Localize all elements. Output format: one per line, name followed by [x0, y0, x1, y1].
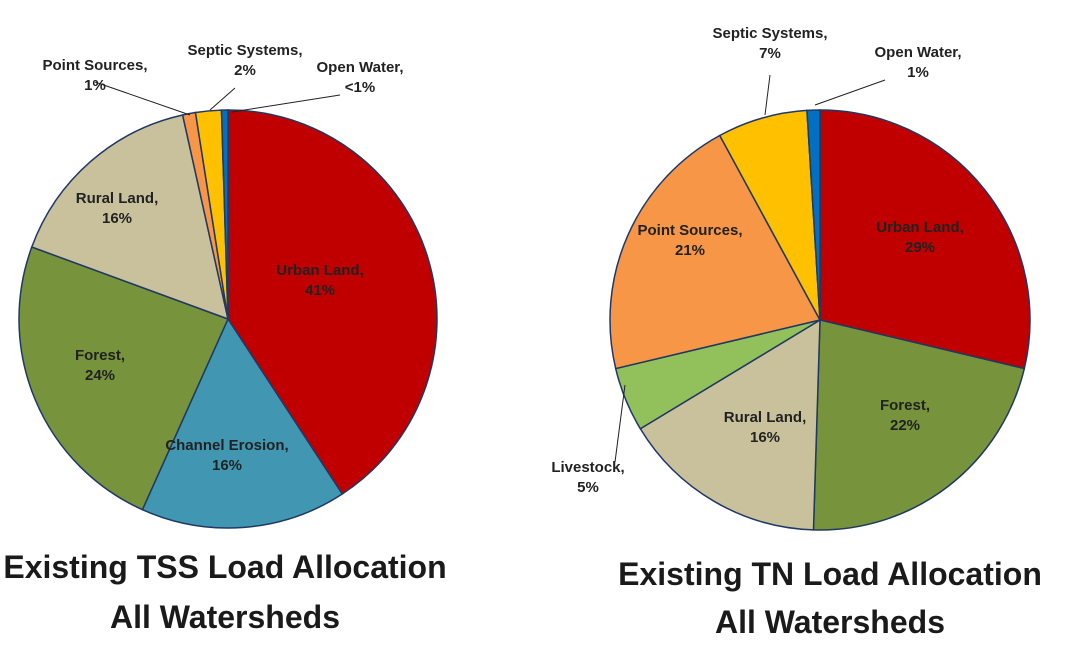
separator: , — [738, 222, 742, 239]
separator: , — [926, 397, 930, 414]
pie-slice — [812, 319, 1026, 531]
separator: , — [399, 59, 403, 76]
slice-category: Septic Systems — [187, 42, 298, 59]
slice-category: Forest — [75, 347, 121, 364]
pie-slice — [819, 109, 1031, 370]
slice-value: 1% — [907, 64, 929, 81]
separator: , — [121, 347, 125, 364]
slice-category: Point Sources — [637, 222, 738, 239]
slice-label: Forest, 22% — [880, 397, 930, 434]
slice-category: Open Water — [317, 59, 401, 76]
slice-category: Rural Land — [76, 190, 154, 207]
slice-category: Open Water — [875, 44, 959, 61]
chart-title: All Watersheds — [110, 599, 340, 635]
slice-value: 2% — [234, 62, 256, 79]
separator: , — [823, 25, 827, 42]
slice-value: 1% — [84, 77, 106, 94]
slice-value: 16% — [102, 210, 132, 227]
pie-slice — [639, 318, 821, 531]
slice-label: Point Sources, 1% — [42, 57, 147, 94]
slice-label: Open Water, 1% — [875, 44, 962, 81]
separator: , — [621, 459, 625, 476]
slice-value: 41% — [305, 282, 335, 299]
slice-label: Septic Systems, 2% — [187, 42, 302, 79]
pie-slice — [18, 246, 230, 511]
slice-category: Septic Systems — [712, 25, 823, 42]
slice-value: <1% — [345, 79, 375, 96]
pie-slice — [806, 109, 821, 321]
slice-label: Channel Erosion, 16% — [165, 437, 288, 474]
chart-title: Existing TN Load Allocation — [618, 556, 1042, 592]
pie-chart: Urban Land, 41% Channel Erosion, 16% Forest,… — [18, 42, 438, 529]
slice-value: 5% — [577, 479, 599, 496]
slice-label: Open Water, <1% — [317, 59, 404, 96]
pie-chart: Urban Land, 29% Forest, 22% Rural Land, 16% Li… — [551, 25, 1031, 531]
slice-value: 29% — [905, 239, 935, 256]
leader-line — [231, 94, 341, 113]
leader-line — [814, 79, 886, 106]
slice-label: Septic Systems, 7% — [712, 25, 827, 62]
slice-label: Forest, 24% — [75, 347, 125, 384]
separator: , — [960, 219, 964, 236]
slice-label: Urban Land, 41% — [276, 262, 364, 299]
pie-slice — [220, 109, 229, 320]
slice-category: Channel Erosion — [165, 437, 284, 454]
slice-label: Point Sources, 21% — [637, 222, 742, 259]
separator: , — [154, 190, 158, 207]
leader-line — [94, 81, 191, 116]
pie-slice — [609, 134, 822, 370]
slice-value: 16% — [212, 457, 242, 474]
slice-category: Livestock — [551, 459, 621, 476]
slice-label: Urban Land, 29% — [876, 219, 964, 256]
slice-category: Point Sources — [42, 57, 143, 74]
slice-category: Urban Land — [276, 262, 359, 279]
leader-line — [614, 384, 626, 463]
separator: , — [285, 437, 289, 454]
chart-title: Existing TSS Load Allocation — [3, 549, 446, 585]
slice-label: Rural Land, 16% — [76, 190, 159, 227]
pie-slice — [30, 114, 230, 321]
slice-category: Forest — [880, 397, 926, 414]
slice-value: 21% — [675, 242, 705, 259]
separator: , — [957, 44, 961, 61]
slice-label: Livestock, 5% — [551, 459, 624, 496]
slice-category: Urban Land — [876, 219, 959, 236]
slice-value: 7% — [759, 45, 781, 62]
separator: , — [143, 57, 147, 74]
separator: , — [298, 42, 302, 59]
leader-line — [209, 87, 236, 111]
separator: , — [360, 262, 364, 279]
slice-value: 22% — [890, 417, 920, 434]
chart-title: All Watersheds — [715, 604, 945, 640]
pie-slice — [141, 317, 344, 529]
separator: , — [802, 409, 806, 426]
slice-value: 16% — [750, 429, 780, 446]
slice-value: 24% — [85, 367, 115, 384]
leader-line — [764, 74, 771, 116]
slice-category: Rural Land — [724, 409, 802, 426]
slice-label: Rural Land, 16% — [724, 409, 807, 446]
